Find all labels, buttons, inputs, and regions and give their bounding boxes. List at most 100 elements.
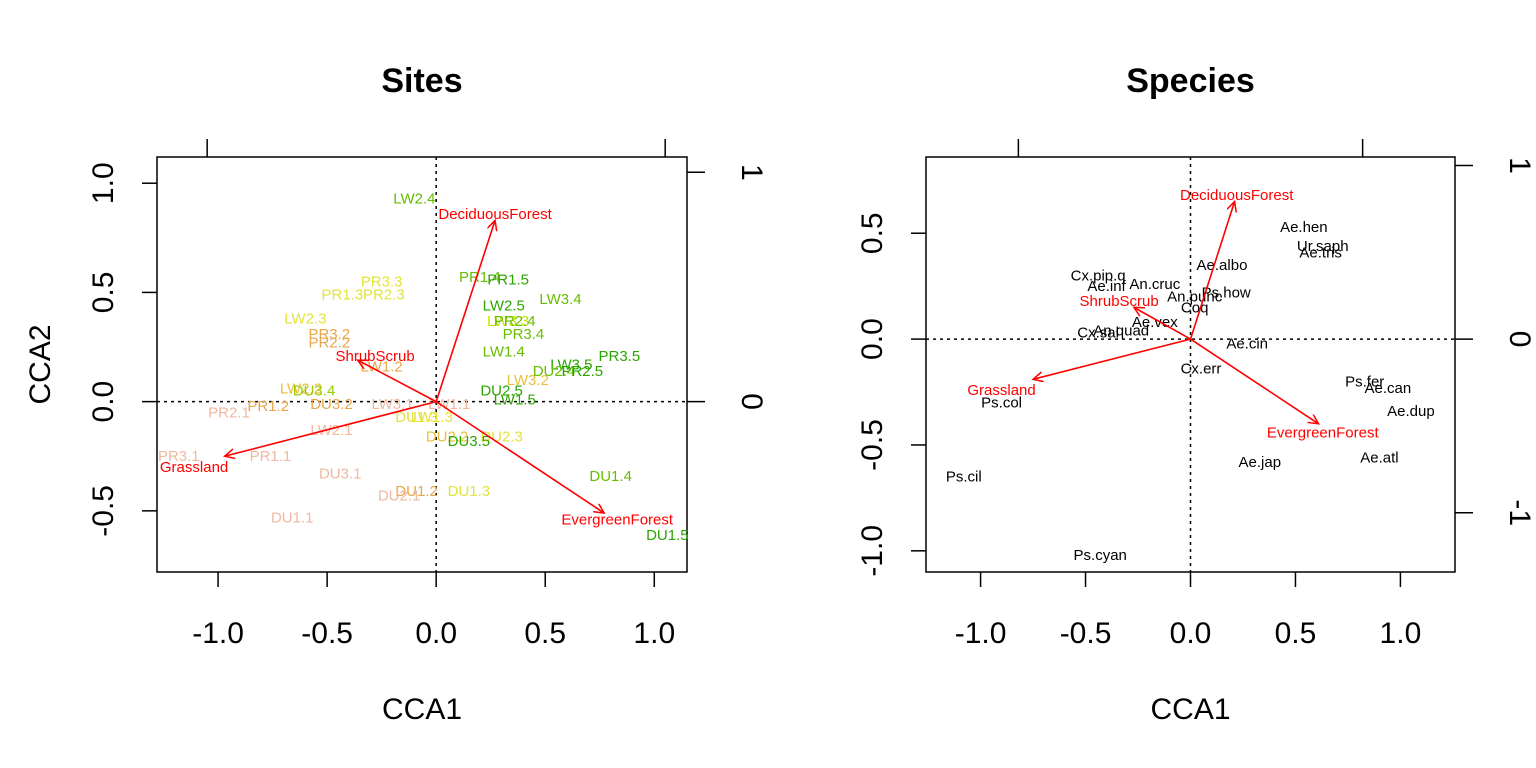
x-tick-label: -1.0 bbox=[955, 617, 1007, 650]
point-label: PR3.3 bbox=[361, 274, 403, 291]
y-tick-label: 0.0 bbox=[87, 381, 120, 423]
point-label: DU1.5 bbox=[646, 527, 689, 544]
point-label: PR2.1 bbox=[208, 405, 250, 422]
y-tick-label: -0.5 bbox=[856, 419, 889, 471]
biplot-arrow-label: ShrubScrub bbox=[1080, 293, 1159, 310]
biplot-arrow-label: ShrubScrub bbox=[335, 348, 414, 365]
point-label: An.quad bbox=[1093, 323, 1149, 340]
x-tick-label: 0.5 bbox=[524, 617, 566, 650]
biplot-arrow bbox=[1189, 201, 1235, 340]
biplot-arrow bbox=[1190, 338, 1319, 424]
point-label: Ae.inf bbox=[1087, 278, 1126, 295]
point-label: PR1.4 bbox=[459, 269, 501, 286]
point-label: LW2.5 bbox=[483, 298, 525, 315]
y-axis-label: CCA2 bbox=[24, 324, 57, 404]
point-label: Ur.saph bbox=[1297, 238, 1349, 255]
point-label: DU2.1 bbox=[378, 488, 421, 505]
point-label: PR3.2 bbox=[308, 326, 350, 343]
point-label: PR2.4 bbox=[494, 313, 536, 330]
point-label: An.cruc bbox=[1129, 276, 1180, 293]
x-tick-label: 0.0 bbox=[1170, 617, 1212, 650]
biplot-arrow-label: Grassland bbox=[967, 382, 1035, 399]
point-label: LW1.3 bbox=[411, 409, 453, 426]
right-axis-tick-label: 0 bbox=[735, 393, 768, 410]
biplot-arrow bbox=[435, 220, 495, 402]
point-label: LW3.5 bbox=[550, 357, 592, 374]
x-tick-label: 1.0 bbox=[633, 617, 675, 650]
biplot-arrow bbox=[225, 400, 437, 457]
biplot-arrow bbox=[1134, 307, 1191, 340]
biplot-arrow bbox=[1033, 338, 1191, 379]
biplot-arrow-label: EvergreenForest bbox=[561, 512, 674, 529]
point-label: PR1.5 bbox=[487, 271, 529, 288]
biplot-arrow-label: DeciduousForest bbox=[438, 206, 552, 223]
x-tick-label: -1.0 bbox=[192, 617, 244, 650]
point-label: Ps.how bbox=[1202, 285, 1251, 302]
sites-panel: Sites CCA1 CCA2 -1.0 -0.5 0.0 0.5 1.0 -0.5 0.0 0.5… bbox=[24, 62, 768, 726]
point-label: PR3.1 bbox=[158, 448, 200, 465]
point-label: Ae.can bbox=[1364, 380, 1411, 397]
point-label: LW3.4 bbox=[539, 291, 581, 308]
point-label: PR3.5 bbox=[599, 348, 641, 365]
point-label: DU3.1 bbox=[319, 466, 362, 483]
species-panel: Species CCA1 -1.0 -0.5 0.0 0.5 1.0 -1.0 -0.5 0.0 0… bbox=[856, 62, 1536, 726]
point-label: LW1.2 bbox=[361, 359, 403, 376]
point-label: LW3.1 bbox=[371, 396, 413, 413]
point-label: DU2.3 bbox=[480, 429, 523, 446]
point-label: LW2.3 bbox=[284, 311, 326, 328]
right-axis-tick-label: 1 bbox=[1503, 157, 1536, 174]
biplot-arrow-label: EvergreenForest bbox=[1267, 424, 1380, 441]
panel-title: Sites bbox=[381, 62, 462, 100]
x-tick-label: 0.5 bbox=[1275, 617, 1317, 650]
point-label: PR1.2 bbox=[247, 398, 289, 415]
x-tick-label: -0.5 bbox=[1060, 617, 1112, 650]
point-label: PR2.5 bbox=[561, 363, 603, 380]
right-axis-tick-label: 1 bbox=[735, 164, 768, 181]
point-label: Cx.pip.q bbox=[1071, 268, 1126, 285]
y-tick-label: -1.0 bbox=[856, 525, 889, 577]
point-label: PR2.3 bbox=[363, 287, 405, 304]
y-tick-label: 0.5 bbox=[856, 212, 889, 254]
point-label: DU1.4 bbox=[589, 468, 632, 485]
point-label: Ae.tris bbox=[1299, 244, 1342, 261]
point-label: Cx.err bbox=[1181, 361, 1222, 378]
point-label: LW1.5 bbox=[494, 391, 536, 408]
y-tick-label: 0.0 bbox=[856, 318, 889, 360]
point-label: Ae.hen bbox=[1280, 219, 1328, 236]
biplot-arrow bbox=[358, 360, 437, 403]
point-label: PR3.4 bbox=[503, 326, 545, 343]
right-axis-tick-label: 0 bbox=[1503, 331, 1536, 348]
y-tick-label: -0.5 bbox=[87, 485, 120, 537]
point-label: DU3.5 bbox=[448, 433, 491, 450]
y-tick-label: 1.0 bbox=[87, 162, 120, 204]
point-label: Ae.cin bbox=[1226, 335, 1268, 352]
point-label: LW2.4 bbox=[393, 191, 435, 208]
point-label: Cx.sal bbox=[1077, 325, 1119, 342]
point-label: Ae.vex bbox=[1132, 314, 1178, 331]
point-label: DU2.5 bbox=[480, 383, 523, 400]
point-label: Ps.col bbox=[981, 395, 1022, 412]
point-label: Ps.cyan bbox=[1074, 547, 1127, 564]
x-tick-label: 1.0 bbox=[1380, 617, 1422, 650]
point-label: Ps.fer bbox=[1345, 373, 1384, 390]
biplot-arrow-label: Grassland bbox=[160, 459, 228, 476]
point-label: Ae.albo bbox=[1197, 257, 1248, 274]
right-axis-tick-label: -1 bbox=[1503, 499, 1536, 526]
y-tick-label: 0.5 bbox=[87, 272, 120, 314]
point-label: DU3.4 bbox=[293, 383, 336, 400]
point-label: PR1.3 bbox=[322, 287, 364, 304]
point-label: DU1.1 bbox=[271, 509, 314, 526]
point-label: LW1.4 bbox=[483, 343, 525, 360]
x-tick-label: 0.0 bbox=[415, 617, 457, 650]
plot-frame bbox=[156, 156, 688, 573]
point-label: LW3.3 bbox=[487, 313, 529, 330]
point-label: DU1.3 bbox=[448, 483, 491, 500]
point-label: PR2.2 bbox=[308, 335, 350, 352]
point-label: Ps.cil bbox=[946, 469, 982, 486]
point-label: Ae.jap bbox=[1239, 454, 1282, 471]
point-label: DU2.2 bbox=[426, 429, 469, 446]
panel-title: Species bbox=[1126, 62, 1255, 100]
biplot-arrow bbox=[435, 400, 604, 513]
point-label: DU2.4 bbox=[533, 363, 576, 380]
